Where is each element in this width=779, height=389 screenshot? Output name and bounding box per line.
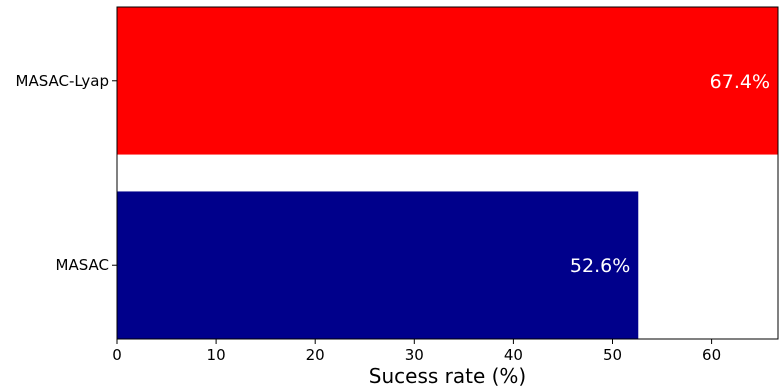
y-axis: MASAC-Lyap MASAC [16, 72, 117, 274]
x-axis-label: Sucess rate (%) [369, 364, 526, 388]
bar-masac-lyap [117, 7, 778, 155]
bar-masac [117, 191, 639, 339]
x-tick-label: 20 [306, 346, 325, 364]
bars-group [117, 7, 778, 339]
x-axis: 0 10 20 30 40 50 60 [112, 339, 721, 364]
y-tick-label: MASAC-Lyap [16, 72, 109, 90]
x-tick-label: 40 [504, 346, 523, 364]
plot-frame [116, 6, 779, 340]
y-tick-label: MASAC [56, 256, 109, 274]
x-tick-label: 60 [702, 346, 721, 364]
x-tick-label: 10 [207, 346, 226, 364]
x-tick-label: 30 [405, 346, 424, 364]
data-labels-group: 67.4% 52.6% [570, 71, 770, 277]
bar-value-label: 52.6% [570, 255, 630, 277]
x-tick-label: 50 [603, 346, 622, 364]
x-tick-label: 0 [112, 346, 122, 364]
bar-value-label: 67.4% [710, 71, 770, 93]
